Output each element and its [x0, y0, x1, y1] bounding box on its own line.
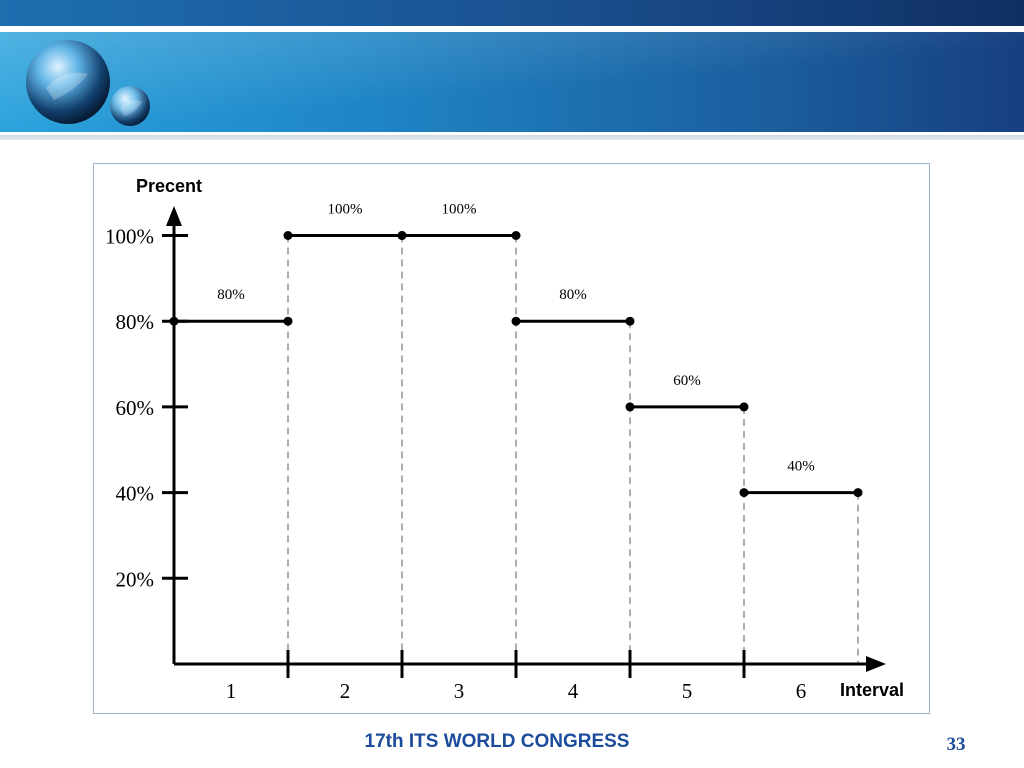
step-point	[511, 231, 521, 240]
step-point	[625, 402, 635, 412]
page-number: 33	[946, 734, 966, 755]
y-tick-label: 100%	[105, 225, 154, 249]
x-tick-label: 1	[226, 679, 237, 703]
data-label: 60%	[673, 373, 701, 389]
header-top-band	[0, 0, 1024, 26]
x-tick-label: 4	[568, 679, 579, 703]
y-tick-label: 60%	[116, 396, 155, 420]
step-point	[853, 488, 863, 498]
step-point	[625, 316, 635, 326]
header-bottom-line	[0, 132, 1024, 135]
x-axis-label: Interval	[840, 680, 904, 700]
header-gap-line	[0, 26, 1024, 32]
footer-title: 17th ITS WORLD CONGRESS	[364, 731, 630, 752]
y-tick-label: 40%	[116, 482, 155, 506]
x-axis-arrow	[866, 656, 886, 672]
step-point	[169, 316, 179, 326]
header-shadow	[0, 135, 1024, 140]
step-chart: 20% 40% 60% 80% 100% 1 2 3 4 5 6 80% 100% 100% 80% 60% 4…	[105, 176, 904, 703]
data-label: 80%	[217, 287, 245, 303]
y-tick-label: 80%	[116, 310, 155, 334]
y-axis-arrow	[166, 206, 182, 226]
slide-header	[0, 0, 1024, 140]
data-label: 40%	[787, 459, 815, 475]
step-point	[511, 316, 521, 326]
step-point	[739, 402, 749, 412]
step-point	[397, 231, 407, 240]
x-tick-label: 3	[454, 679, 465, 703]
step-point	[739, 488, 749, 498]
globe-logo-icon	[26, 40, 150, 126]
data-label: 80%	[559, 287, 587, 303]
x-tick-label: 6	[796, 679, 807, 703]
header-main-band	[0, 32, 1024, 132]
step-point	[283, 316, 293, 326]
step-point	[283, 231, 293, 240]
x-tick-label: 2	[340, 679, 351, 703]
x-tick-label: 5	[682, 679, 693, 703]
data-label: 100%	[442, 202, 477, 218]
data-label: 100%	[328, 202, 363, 218]
chart-frame: 20% 40% 60% 80% 100% 1 2 3 4 5 6 80% 100% 100% 80% 60% 4…	[93, 163, 930, 714]
header-highlight	[0, 32, 1024, 132]
y-tick-label: 20%	[116, 567, 155, 591]
y-axis-label: Precent	[136, 176, 202, 196]
